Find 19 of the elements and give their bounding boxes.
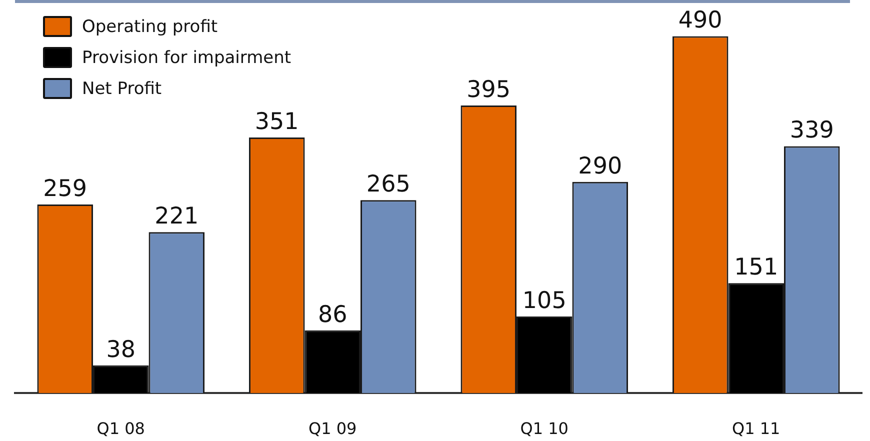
data-label: 351 <box>254 108 299 135</box>
data-label: 259 <box>43 176 88 202</box>
data-label: 221 <box>154 204 199 230</box>
data-label: 339 <box>790 118 834 144</box>
data-label: 265 <box>366 172 410 198</box>
legend-label: Operating profit <box>82 16 218 36</box>
data-label: 290 <box>578 153 622 180</box>
data-label: 395 <box>466 76 511 103</box>
data-label: 38 <box>106 336 136 363</box>
x-tick-label: Q1 10 <box>520 418 568 438</box>
x-tick-label: Q1 11 <box>732 418 780 438</box>
data-label: 105 <box>522 288 566 314</box>
x-tick-label: Q1 09 <box>308 418 357 438</box>
data-label: 86 <box>318 302 348 328</box>
legend-label: Provision for impairment <box>82 48 292 68</box>
data-label: 151 <box>734 254 778 281</box>
x-tick-label: Q1 08 <box>96 418 145 438</box>
legend-label: Net Profit <box>82 78 162 98</box>
data-label: 490 <box>678 8 722 34</box>
